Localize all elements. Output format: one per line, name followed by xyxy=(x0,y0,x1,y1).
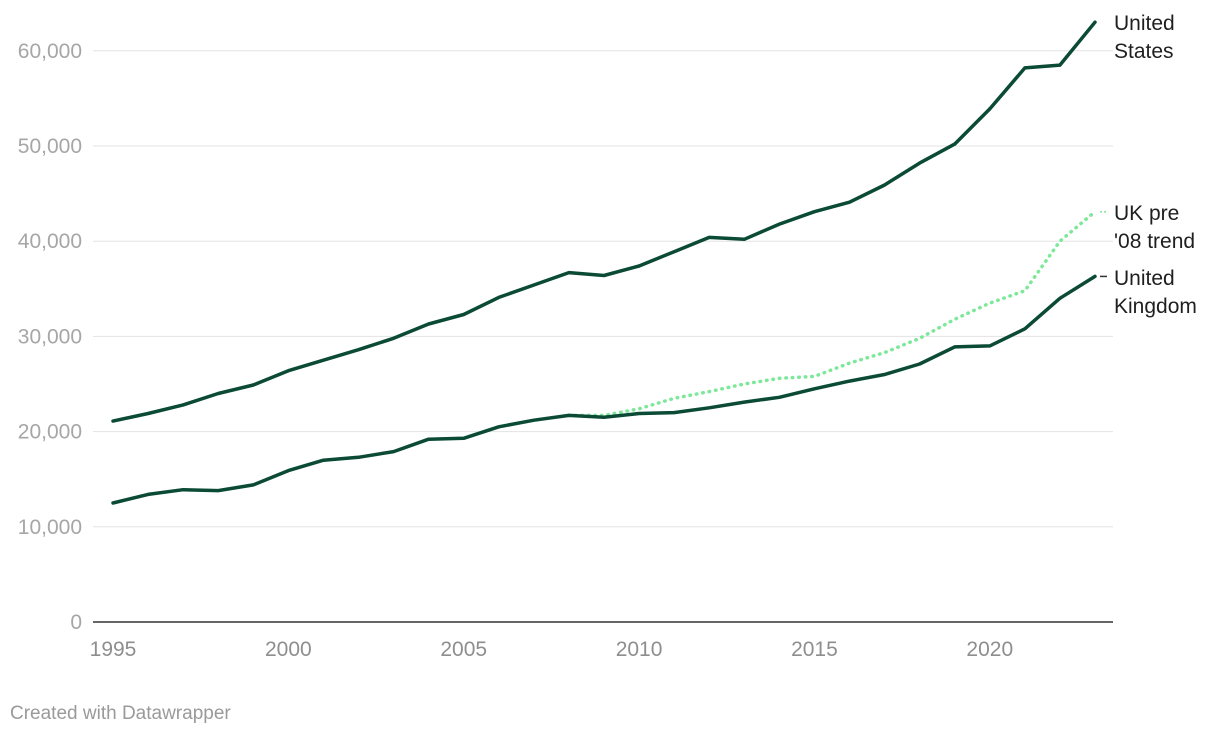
y-tick-label: 0 xyxy=(70,611,82,634)
x-tick-label: 2020 xyxy=(966,638,1013,661)
gridlines xyxy=(93,50,1113,623)
series-label: United xyxy=(1114,267,1175,290)
series-label: UK pre xyxy=(1114,202,1179,225)
x-tick-label: 2015 xyxy=(791,638,838,661)
series-labels: United States UK pre '08 trend United Kingdom xyxy=(1100,12,1197,318)
series-line-uk-pre-08-trend xyxy=(567,209,1097,418)
series-label: United xyxy=(1114,12,1175,35)
y-axis-ticks: 0 10,000 20,000 30,000 40,000 50,000 60,000 xyxy=(18,40,82,634)
y-tick-label: 50,000 xyxy=(18,135,82,158)
x-tick-label: 2000 xyxy=(265,638,312,661)
x-tick-label: 2010 xyxy=(616,638,663,661)
x-tick-label: 1995 xyxy=(90,638,137,661)
datawrapper-credit: Created with Datawrapper xyxy=(10,703,231,724)
y-tick-label: 60,000 xyxy=(18,40,82,63)
y-tick-label: 20,000 xyxy=(18,421,82,444)
series-line-united-kingdom xyxy=(111,274,1097,505)
y-tick-label: 40,000 xyxy=(18,230,82,253)
series-lines xyxy=(111,20,1097,505)
series-label: States xyxy=(1114,40,1174,63)
x-axis-ticks: 1995 2000 2005 2010 2015 2020 xyxy=(90,638,1014,661)
x-tick-label: 2005 xyxy=(440,638,487,661)
y-tick-label: 10,000 xyxy=(18,516,82,539)
y-tick-label: 30,000 xyxy=(18,325,82,348)
series-label: '08 trend xyxy=(1114,230,1195,253)
series-label: Kingdom xyxy=(1114,295,1197,318)
series-line-united-states xyxy=(111,20,1097,423)
